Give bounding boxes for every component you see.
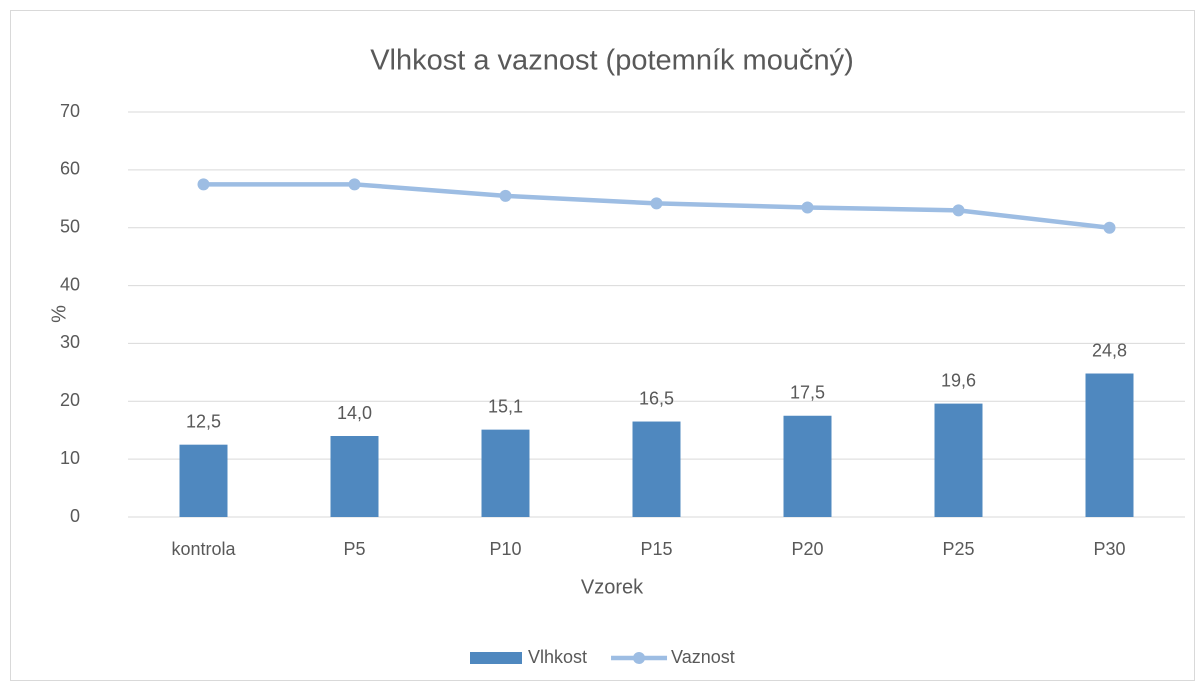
y-tick-label: 70 [60, 101, 80, 121]
y-tick-label: 0 [70, 506, 80, 526]
y-tick-label: 10 [60, 448, 80, 468]
x-tick-label: P30 [1093, 539, 1125, 559]
x-tick-label: P15 [640, 539, 672, 559]
y-tick-label: 50 [60, 216, 80, 236]
x-tick-label: kontrola [171, 539, 236, 559]
legend-swatch [470, 652, 522, 664]
data-label: 15,1 [488, 396, 523, 416]
x-tick-label: P25 [942, 539, 974, 559]
line-marker [801, 201, 814, 214]
x-axis-label: Vzorek [581, 576, 644, 598]
bar [481, 429, 530, 517]
legend-label: Vaznost [671, 647, 735, 667]
y-axis-label: % [48, 305, 70, 323]
line-marker [650, 197, 663, 210]
chart-title: Vlhkost a vaznost (potemník moučný) [370, 45, 854, 77]
chart-border [10, 10, 1195, 681]
bar [330, 436, 379, 517]
data-label: 19,6 [941, 370, 976, 390]
x-tick-label: P20 [791, 539, 823, 559]
y-tick-label: 60 [60, 159, 80, 179]
data-label: 24,8 [1092, 340, 1127, 360]
bar [632, 421, 681, 517]
y-tick-label: 20 [60, 390, 80, 410]
legend-swatch-marker [633, 652, 646, 664]
line-marker [499, 189, 512, 202]
data-label: 12,5 [186, 411, 221, 431]
line-marker [197, 178, 210, 191]
legend-label: Vlhkost [528, 647, 587, 667]
x-tick-label: P10 [489, 539, 521, 559]
data-label: 14,0 [337, 403, 372, 423]
bar [783, 415, 832, 517]
bar [934, 403, 983, 517]
x-tick-label: P5 [343, 539, 365, 559]
data-label: 17,5 [790, 383, 825, 403]
data-label: 16,5 [639, 388, 674, 408]
y-tick-label: 30 [60, 332, 80, 352]
line-marker [952, 204, 965, 217]
line-marker [1103, 221, 1116, 234]
bar [1085, 373, 1134, 517]
bar [179, 444, 228, 517]
line-marker [348, 178, 361, 191]
y-tick-label: 40 [60, 274, 80, 294]
